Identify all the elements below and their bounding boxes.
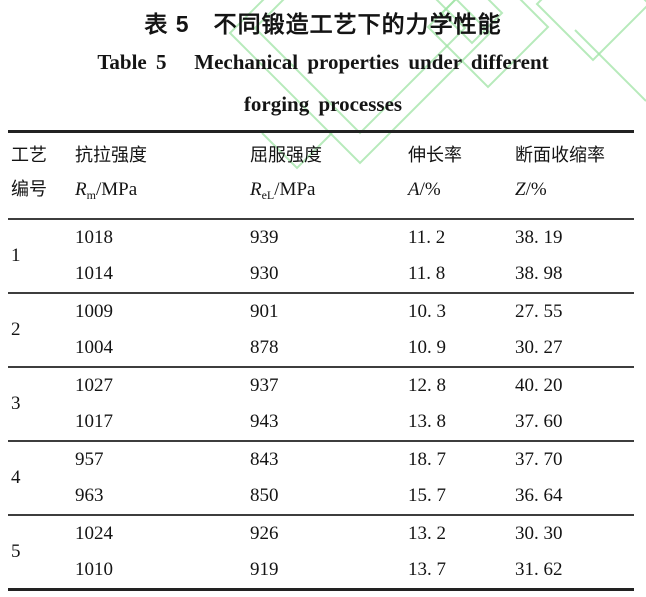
unit-mpa: /MPa — [274, 179, 316, 200]
header-reduction-of-area-cn: 断面收缩率 — [515, 145, 605, 165]
process-id: 4 — [11, 467, 21, 488]
table-title-en-line1: Table 5 Mechanical properties under diff… — [97, 50, 549, 74]
process-group-5: 5 1024 926 13. 2 30. 30 1010 919 13. 7 31. 62 — [8, 515, 634, 590]
cell-a: 10. 9 — [408, 337, 446, 358]
cell-rm: 1009 — [75, 301, 113, 322]
cell-z: 37. 70 — [515, 449, 563, 470]
symbol-z: Z — [515, 179, 526, 200]
process-id: 5 — [11, 541, 21, 562]
mechanical-properties-table: 工艺 编号 抗拉强度 Rm/MPa 屈服强度 ReL/MPa 伸长率 A/% 断… — [8, 130, 634, 591]
table-title-zh: 表 5 不同锻造工艺下的力学性能 — [144, 11, 502, 37]
table-row: 1014 930 11. 8 38. 98 — [8, 256, 634, 293]
header-row: 工艺 编号 抗拉强度 Rm/MPa 屈服强度 ReL/MPa 伸长率 A/% 断… — [8, 132, 634, 220]
cell-a: 13. 7 — [408, 559, 446, 580]
cell-a: 12. 8 — [408, 375, 446, 396]
header-elongation: 伸长率 A/% — [405, 132, 512, 220]
table-header: 工艺 编号 抗拉强度 Rm/MPa 屈服强度 ReL/MPa 伸长率 A/% 断… — [8, 132, 634, 220]
cell-rm: 963 — [75, 485, 104, 506]
cell-rel: 901 — [250, 301, 279, 322]
table-row: 1010 919 13. 7 31. 62 — [8, 552, 634, 590]
header-yield-strength-cn: 屈服强度 — [250, 145, 322, 165]
symbol-rel-sub: eL — [261, 188, 275, 202]
cell-rm: 1018 — [75, 227, 113, 248]
process-group-1: 1 1018 939 11. 2 38. 19 1014 930 11. 8 38. 98 — [8, 219, 634, 293]
cell-rel: 926 — [250, 523, 279, 544]
symbol-rm-sub: m — [86, 188, 96, 202]
table-row: 4 957 843 18. 7 37. 70 — [8, 441, 634, 488]
table-row: 5 1024 926 13. 2 30. 30 — [8, 515, 634, 562]
cell-z: 31. 62 — [515, 559, 563, 580]
table-row: 3 1027 937 12. 8 40. 20 — [8, 367, 634, 414]
process-id: 1 — [11, 245, 21, 266]
cell-z: 27. 55 — [515, 301, 563, 322]
cell-rm: 1024 — [75, 523, 113, 544]
cell-a: 10. 3 — [408, 301, 446, 322]
table-row: 1 1018 939 11. 2 38. 19 — [8, 219, 634, 266]
cell-a: 15. 7 — [408, 485, 446, 506]
symbol-a: A — [408, 179, 420, 200]
cell-rm: 1004 — [75, 337, 113, 358]
table-row: 1017 943 13. 8 37. 60 — [8, 404, 634, 441]
header-yield-strength-symbol: ReL/MPa — [250, 180, 405, 205]
cell-rel: 943 — [250, 411, 279, 432]
cell-rm: 1017 — [75, 411, 113, 432]
process-id: 3 — [11, 393, 21, 414]
symbol-rel: R — [250, 179, 262, 200]
cell-rm: 1027 — [75, 375, 113, 396]
header-process-line2: 编号 — [11, 179, 47, 199]
header-elongation-symbol: A/% — [408, 180, 512, 205]
cell-z: 38. 19 — [515, 227, 563, 248]
cell-z: 30. 27 — [515, 337, 563, 358]
process-group-3: 3 1027 937 12. 8 40. 20 1017 943 13. 8 37. 60 — [8, 367, 634, 441]
unit-percent: /% — [525, 179, 547, 200]
cell-rel: 937 — [250, 375, 279, 396]
cell-z: 40. 20 — [515, 375, 563, 396]
cell-rel: 930 — [250, 263, 279, 284]
cell-z: 30. 30 — [515, 523, 563, 544]
header-process-line1: 工艺 — [11, 145, 47, 165]
header-elongation-cn: 伸长率 — [408, 145, 462, 165]
table-row: 963 850 15. 7 36. 64 — [8, 478, 634, 515]
table-row: 2 1009 901 10. 3 27. 55 — [8, 293, 634, 340]
header-reduction-of-area: 断面收缩率 Z/% — [512, 132, 634, 220]
cell-rel: 843 — [250, 449, 279, 470]
cell-rel: 850 — [250, 485, 279, 506]
process-group-2: 2 1009 901 10. 3 27. 55 1004 878 10. 9 30. 27 — [8, 293, 634, 367]
cell-z: 36. 64 — [515, 485, 563, 506]
header-tensile-strength-cn: 抗拉强度 — [75, 145, 147, 165]
cell-a: 13. 2 — [408, 523, 446, 544]
cell-a: 13. 8 — [408, 411, 446, 432]
cell-a: 11. 8 — [408, 263, 446, 284]
process-group-4: 4 957 843 18. 7 37. 70 963 850 15. 7 36. 64 — [8, 441, 634, 515]
header-tensile-strength-symbol: Rm/MPa — [75, 180, 247, 205]
cell-a: 11. 2 — [408, 227, 446, 248]
cell-z: 38. 98 — [515, 263, 563, 284]
cell-rm: 1014 — [75, 263, 113, 284]
cell-a: 18. 7 — [408, 449, 446, 470]
symbol-rm: R — [75, 179, 87, 200]
unit-mpa: /MPa — [95, 179, 138, 200]
cell-rel: 878 — [250, 337, 279, 358]
process-id: 2 — [11, 319, 21, 340]
header-yield-strength: 屈服强度 ReL/MPa — [247, 132, 405, 220]
cell-z: 37. 60 — [515, 411, 563, 432]
header-process: 工艺 编号 — [8, 132, 72, 220]
header-tensile-strength: 抗拉强度 Rm/MPa — [72, 132, 247, 220]
unit-percent: /% — [419, 179, 441, 200]
header-reduction-of-area-symbol: Z/% — [515, 180, 634, 205]
cell-rm: 957 — [75, 449, 104, 470]
cell-rel: 919 — [250, 559, 279, 580]
table-row: 1004 878 10. 9 30. 27 — [8, 330, 634, 367]
cell-rm: 1010 — [75, 559, 113, 580]
table-title-en-line2: forging processes — [243, 92, 403, 116]
cell-rel: 939 — [250, 227, 279, 248]
